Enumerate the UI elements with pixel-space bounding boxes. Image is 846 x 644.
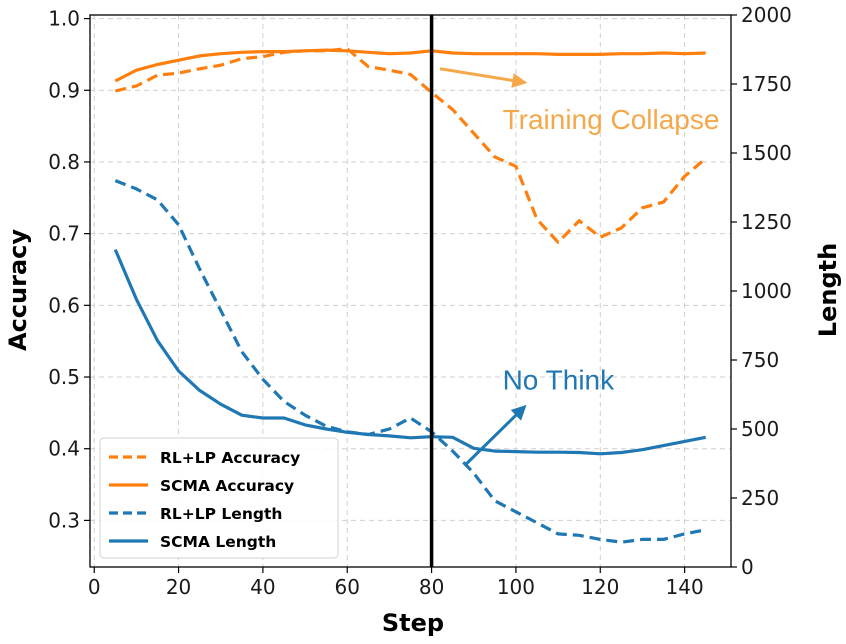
x-tick-label: 100	[497, 575, 535, 599]
legend-label: RL+LP Length	[160, 505, 282, 523]
series-group	[113, 47, 707, 544]
y-left-axis-ticks: 0.3 0.4 0.5 0.6 0.7 0.8 0.9 1.0	[48, 7, 90, 532]
y2-tick-label: 0	[741, 555, 754, 579]
x-tick-label: 140	[666, 575, 704, 599]
y-tick-label: 0.5	[48, 365, 80, 389]
y-right-axis-title: Length	[814, 243, 842, 337]
y-tick-label: 0.3	[48, 508, 80, 532]
y-left-axis-title: Accuracy	[4, 229, 32, 351]
y2-tick-label: 250	[741, 486, 779, 510]
legend-label: SCMA Accuracy	[160, 477, 294, 495]
y2-tick-label: 1750	[741, 72, 792, 96]
y-tick-label: 0.4	[48, 437, 80, 461]
y-tick-label: 0.8	[48, 150, 80, 174]
x-axis-ticks: 0 20 40 60 80 100 120 140	[88, 567, 704, 599]
y2-tick-label: 500	[741, 417, 779, 441]
x-tick-label: 60	[335, 575, 360, 599]
y2-tick-label: 1000	[741, 279, 792, 303]
y-tick-label: 1.0	[48, 7, 80, 31]
y-tick-label: 0.6	[48, 293, 80, 317]
y-tick-label: 0.9	[48, 78, 80, 102]
training-collapse-label: Training Collapse	[503, 104, 720, 135]
x-tick-label: 0	[88, 575, 101, 599]
x-tick-label: 20	[166, 575, 191, 599]
legend-label: RL+LP Accuracy	[160, 449, 300, 467]
annotations: Training Collapse No Think	[439, 67, 720, 466]
training-collapse-arrow	[439, 67, 528, 88]
legend-box	[99, 437, 339, 559]
y2-tick-label: 2000	[741, 3, 792, 27]
no-think-arrow	[464, 404, 527, 466]
series-line-scma-accuracy	[114, 48, 706, 83]
y-right-axis-ticks: 0 250 500 750 1000 1250 1500 1750 2000	[731, 3, 792, 579]
no-think-label: No Think	[503, 364, 616, 395]
x-axis-title: Step	[382, 609, 444, 637]
legend-label: SCMA Length	[160, 533, 276, 551]
series-line-scma-length	[113, 248, 707, 456]
legend: RL+LP Accuracy SCMA Accuracy RL+LP Length S…	[99, 437, 339, 559]
x-tick-label: 80	[419, 575, 444, 599]
y2-tick-label: 750	[741, 348, 779, 372]
y2-tick-label: 1500	[741, 141, 792, 165]
x-tick-label: 40	[250, 575, 275, 599]
x-tick-label: 120	[581, 575, 619, 599]
y-tick-label: 0.7	[48, 222, 80, 246]
series-line-rl-lp-accuracy	[114, 47, 707, 244]
y2-tick-label: 1250	[741, 210, 792, 234]
series-line-rl-lp-length	[114, 179, 707, 544]
